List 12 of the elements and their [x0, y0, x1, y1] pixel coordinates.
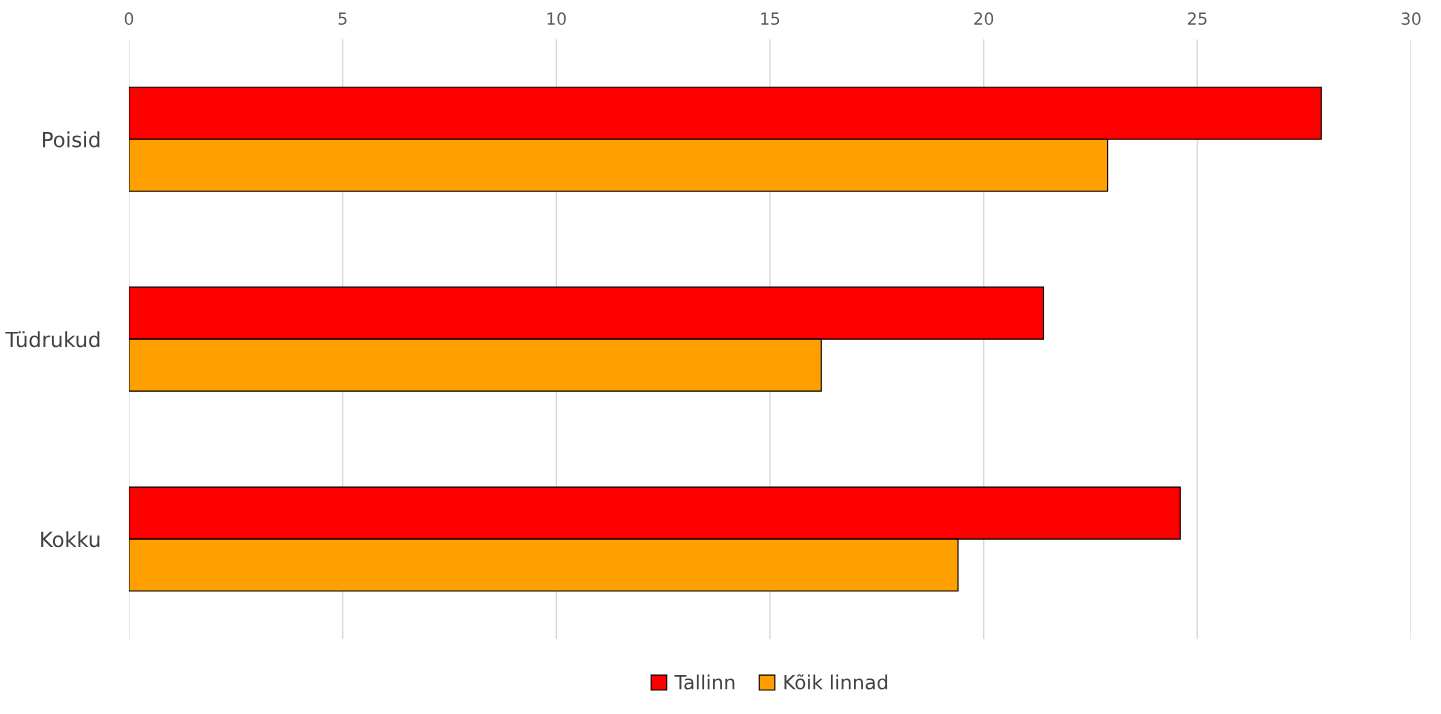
- legend-label: Kõik linnad: [784, 674, 888, 690]
- y-tick-label: Kokku: [41, 531, 100, 548]
- y-tick-label: Tüdrukud: [5, 331, 100, 348]
- x-tick-label: 0: [124, 12, 134, 25]
- x-tick-label: 5: [338, 12, 347, 25]
- x-tick-label: 20: [974, 12, 994, 25]
- x-tick-label: 10: [547, 12, 566, 25]
- x-tick-label: 30: [1401, 12, 1421, 25]
- x-tick-label: 25: [1187, 12, 1207, 25]
- y-tick-label: Poisid: [43, 131, 100, 148]
- legend-label: Tallinn: [674, 674, 735, 690]
- x-tick-label: 15: [761, 12, 780, 25]
